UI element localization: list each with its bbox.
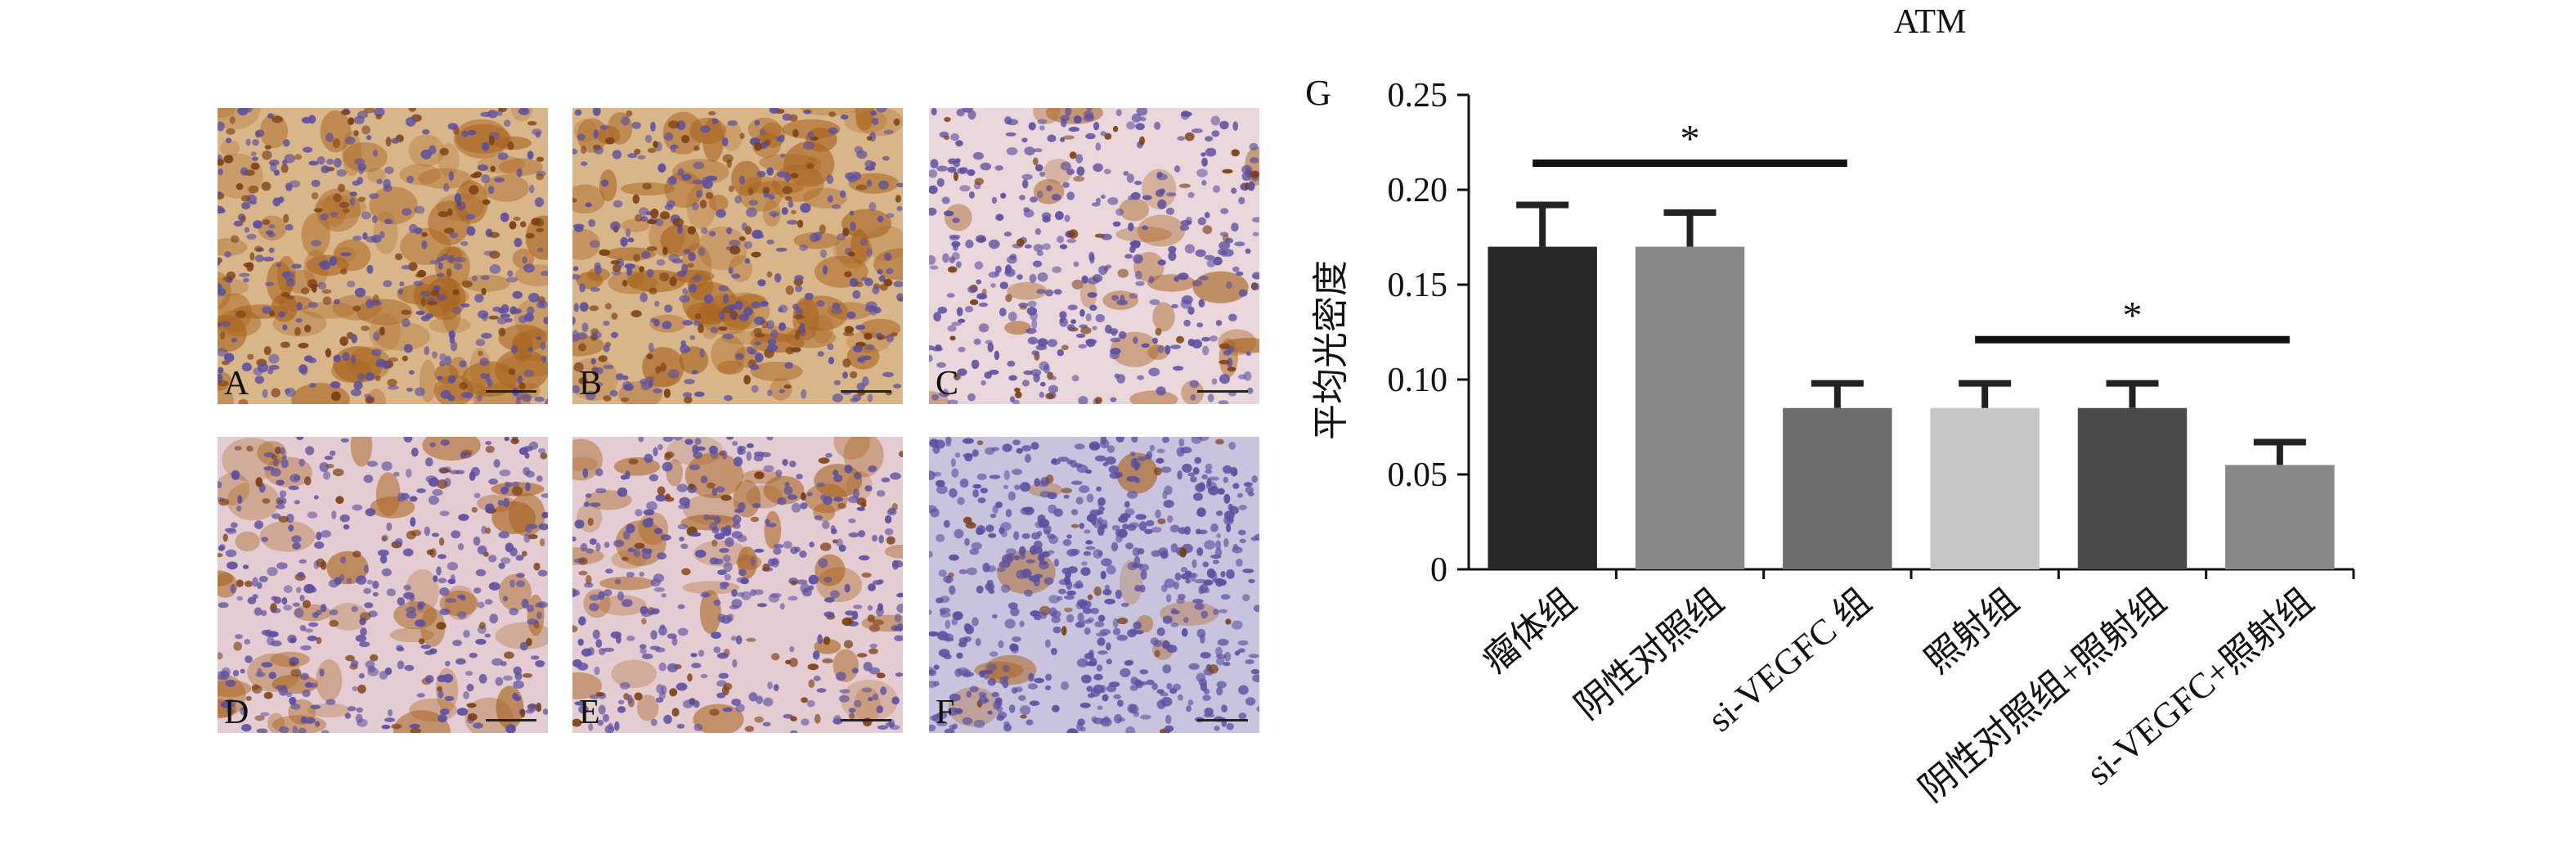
scale-bar (1197, 390, 1248, 393)
panel-label-g: G (1305, 73, 1331, 113)
micrograph-image (218, 437, 548, 733)
panel-letter: E (579, 694, 600, 731)
scale-bar (486, 390, 536, 393)
panel-letter: A (224, 365, 249, 402)
panel-letter: D (224, 694, 249, 731)
bar (1488, 246, 1597, 569)
x-tick-label: 照射组 (1918, 581, 2026, 681)
x-tick-label: si-VEGFC 组 (1700, 581, 1878, 739)
significance-marker: * (1681, 118, 1700, 161)
bar (1930, 407, 2040, 569)
y-tick-label: 0.25 (1388, 77, 1448, 115)
plot-area: 00.050.100.150.200.25瘤体组阴性对照组si-VEGFC 组照… (1388, 77, 2355, 810)
micrograph-image (218, 108, 548, 404)
micrograph-panel-b: B (572, 108, 903, 404)
x-tick-label: 阴性对照组+照射组 (1912, 581, 2174, 810)
micrograph-panels: A B C D E F (218, 108, 1259, 733)
y-tick-label: 0.20 (1388, 172, 1448, 209)
x-tick-label: 瘤体组 (1475, 581, 1584, 681)
scale-bar (1197, 719, 1248, 721)
y-axis-label: 平均光密度 (1311, 260, 1351, 440)
panel-letter: F (936, 694, 955, 731)
scale-bar (841, 719, 891, 721)
micrograph-panel-e: E (572, 437, 903, 733)
y-tick-label: 0 (1430, 551, 1447, 589)
significance-marker: * (2123, 294, 2143, 337)
micrograph-image (929, 437, 1259, 733)
atm-bar-chart: ATM G 平均光密度 0 0.05 0.10 0.15 0.20 0.25 瘤体组 阴性对照… (1305, 3, 2355, 810)
panel-letter: C (936, 365, 959, 402)
micrograph-panel-a: A (218, 108, 548, 404)
micrograph-panel-d: D (218, 437, 548, 733)
y-tick-label: 0.15 (1388, 267, 1448, 304)
bar (1783, 407, 1892, 569)
micrograph-panel-c: C (929, 108, 1259, 404)
chart-title: ATM (1894, 3, 1967, 41)
micrograph-image (572, 108, 903, 404)
y-tick-label: 0.05 (1388, 456, 1448, 494)
micrograph-image (929, 108, 1259, 404)
panel-letter: B (579, 365, 603, 402)
micrograph-image (572, 437, 903, 733)
micrograph-panel-f: F (929, 437, 1259, 733)
bar (2077, 407, 2188, 569)
y-tick-label: 0.10 (1388, 362, 1448, 399)
scale-bar (841, 390, 891, 393)
bar (1635, 246, 1745, 569)
scale-bar (486, 719, 536, 721)
bar (2225, 465, 2335, 569)
